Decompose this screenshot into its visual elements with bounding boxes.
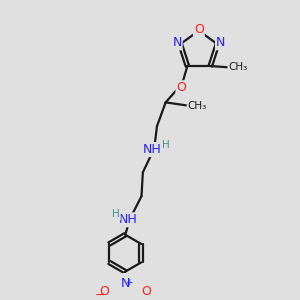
Text: N: N xyxy=(121,277,130,290)
Text: H: H xyxy=(112,209,120,219)
Text: O: O xyxy=(141,285,151,298)
Text: H: H xyxy=(162,140,170,150)
Text: O: O xyxy=(194,23,204,36)
Text: N: N xyxy=(216,36,225,49)
Text: CH₃: CH₃ xyxy=(228,62,248,72)
Text: O: O xyxy=(100,285,110,298)
Text: NH: NH xyxy=(119,213,138,226)
Text: CH₃: CH₃ xyxy=(188,100,207,111)
Text: −: − xyxy=(95,289,106,300)
Text: N: N xyxy=(172,36,182,49)
Text: +: + xyxy=(125,278,133,287)
Text: NH: NH xyxy=(143,143,161,156)
Text: O: O xyxy=(176,81,186,94)
